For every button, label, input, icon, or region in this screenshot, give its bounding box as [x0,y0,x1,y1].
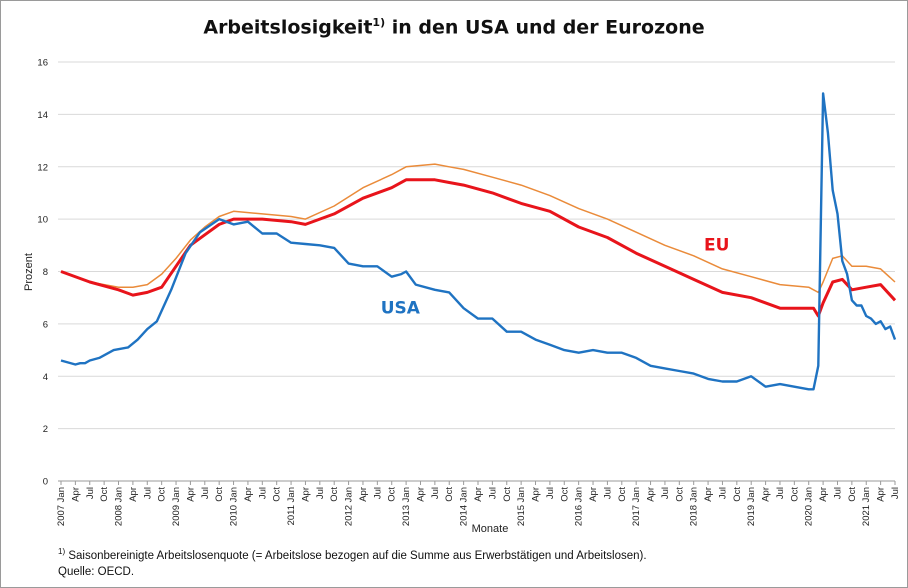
x-tick-label: Apr [185,487,196,502]
x-tick-label: Oct [214,487,225,502]
x-tick-label: Apr [415,487,426,502]
x-tick-label: Apr [70,487,81,502]
x-tick-label: Jul [85,487,96,499]
x-tick-label: Apr [761,487,772,502]
x-tick-label: Oct [157,487,168,502]
chart-title: Arbeitslosigkeit1) in den USA und der Eu… [0,16,908,38]
x-tick-label: Jul [430,487,441,499]
x-tick-label: 2021 Jan [861,487,872,526]
y-tick-label: 16 [37,58,48,69]
y-tick-label: 8 [43,267,48,278]
x-tick-label: Apr [128,487,139,502]
series-line-usa [60,92,897,391]
x-tick-label: Oct [847,487,858,502]
x-tick-label: Apr [473,487,484,502]
x-tick-label: Jul [602,487,613,499]
x-tick-label: Jul [372,487,383,499]
x-tick-label: 2013 Jan [401,487,412,526]
x-tick-label: Jul [832,487,843,499]
x-tick-label: Oct [617,487,628,502]
x-tick-label: Jul [545,487,556,499]
x-tick-label: Oct [387,487,398,502]
footnote: 1) Saisonbereinigte Arbeitslosenquote (=… [58,547,647,562]
x-tick-label: Apr [876,487,887,502]
x-tick-label: 2015 Jan [516,487,527,526]
x-tick-label: Jul [257,487,268,499]
x-tick-label: Oct [329,487,340,502]
x-tick-label: Oct [444,487,455,502]
x-tick-label: Apr [818,487,829,502]
x-tick-label: 2007 Jan [56,487,67,526]
y-tick-label: 6 [43,319,48,330]
grid-lines [58,61,895,482]
x-tick-label: 2012 Jan [344,487,355,526]
x-tick-label: 2019 Jan [746,487,757,526]
x-tick-label: 2016 Jan [574,487,585,526]
title-main: Arbeitslosigkeit [203,16,373,39]
x-tick-label: Apr [358,487,369,502]
series-lines [60,92,897,391]
y-tick-label: 12 [37,162,48,173]
x-tick-label: Oct [732,487,743,502]
x-tick-label: 2018 Jan [689,487,700,526]
x-tick-label: 2009 Jan [171,487,182,526]
x-axis-label: Monate [472,523,509,535]
x-tick-labels: 2007 Jan Apr Jul Oct 2008 Jan Apr Jul Oct 2009 J… [56,487,901,526]
x-tick-label: Oct [674,487,685,502]
x-tick-label: Jul [487,487,498,499]
x-tick-label: Jul [775,487,786,499]
x-tick-label: Oct [502,487,513,502]
x-tick-label: Oct [99,487,110,502]
series-label-eu: EU [704,236,729,256]
x-tick-label: Apr [243,487,254,502]
x-tick-label: Apr [588,487,599,502]
x-tick-label: Oct [789,487,800,502]
source-note: Quelle: OECD. [58,566,135,578]
y-axis-label: Prozent [23,253,35,291]
y-tick-label: 4 [43,372,48,383]
x-tick-label: 2008 Jan [114,487,125,526]
x-tick-label: Apr [646,487,657,502]
title-rest: in den USA und der Eurozone [385,16,705,39]
y-tick-label: 2 [43,424,48,435]
x-tick-label: Oct [272,487,283,502]
y-tick-label: 10 [37,215,48,226]
series-line-eu [60,178,897,318]
footnote-text: Saisonbereinigte Arbeitslosenquote (= Ar… [65,549,647,562]
x-tick-label: Oct [559,487,570,502]
y-tick-labels: 0 2 4 6 8 10 12 14 16 [37,58,48,488]
series-line-eurozone [60,163,896,294]
x-tick-label: 2017 Jan [631,487,642,526]
x-tick-label: Apr [300,487,311,502]
x-tick-label: Jul [717,487,728,499]
x-axis [60,481,896,485]
x-tick-label: Jul [315,487,326,499]
x-tick-label: 2014 Jan [459,487,470,526]
footnote-superscript: 1) [58,547,66,556]
series-label-usa: USA [381,298,421,318]
x-tick-label: Jul [200,487,211,499]
x-tick-label: Jul [142,487,153,499]
x-tick-label: 2011 Jan [286,487,297,525]
x-tick-label: Apr [703,487,714,502]
title-superscript: 1) [372,16,386,29]
x-tick-label: 2020 Jan [804,487,815,526]
y-tick-label: 0 [43,477,48,488]
x-tick-label: 2010 Jan [229,487,240,526]
x-tick-label: Jul [660,487,671,499]
y-tick-label: 14 [37,110,48,121]
series-labels: USAEUEurozone [381,236,730,319]
x-tick-label: Jul [890,487,901,499]
x-tick-label: Apr [531,487,542,502]
